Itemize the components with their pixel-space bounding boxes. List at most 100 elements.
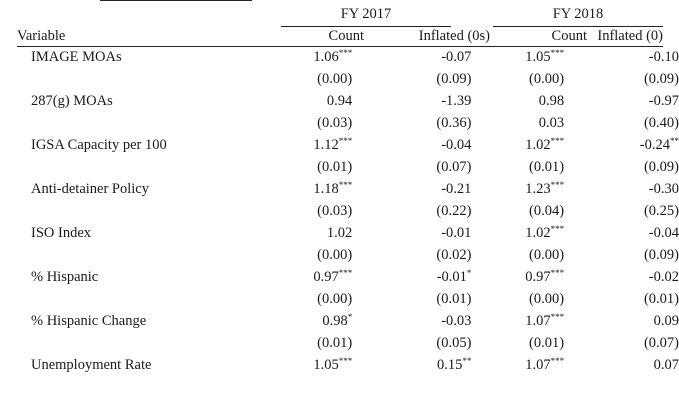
coef-value: 0.97 — [525, 269, 551, 285]
table-row: Unemployment Rate 1.05*** 0.15** 1.07*** 0.0… — [17, 354, 679, 376]
se-cell-inflated-2018: (0.09) — [643, 71, 679, 87]
significance-stars: *** — [550, 224, 565, 234]
coef-value: -0.04 — [648, 225, 679, 241]
se-cell-count-2018: (0.00) — [529, 291, 565, 307]
significance-stars: *** — [550, 136, 565, 146]
coef-cell-inflated-2018: 0.09 — [564, 310, 679, 332]
coef-cell-inflated-2018: -0.97 — [564, 90, 679, 112]
se-cell-inflated-2017: (0.02) — [436, 247, 472, 263]
row-label: Anti-detainer Policy — [31, 181, 149, 197]
coef-value: -0.30 — [648, 181, 679, 197]
coef-value: 1.02 — [525, 137, 551, 153]
row-label: % Hispanic — [31, 269, 99, 285]
coef-value: 1.07 — [525, 357, 551, 373]
coef-value: -0.10 — [648, 49, 679, 65]
coef-value: 0.09 — [653, 313, 679, 329]
table-row: IGSA Capacity per 100 1.12*** -0.04 1.02***… — [17, 134, 679, 156]
se-cell-count-2018: 0.03 — [538, 115, 565, 131]
row-label-empty — [17, 112, 271, 134]
coef-cell-inflated-2018: 0.07 — [564, 354, 679, 376]
group-header-fy2017: FY 2017 — [340, 6, 392, 22]
significance-stars: *** — [338, 268, 353, 278]
coef-cell-inflated-2018: -0.10 — [564, 46, 679, 68]
coef-cell-count-2018: 1.23*** — [471, 178, 564, 200]
table-row: IMAGE MOAs 1.06*** -0.07 1.05*** -0.10 — [17, 46, 679, 68]
coef-value: 0.94 — [326, 93, 353, 109]
table-row: % Hispanic Change 0.98* -0.03 1.07*** 0.09 — [17, 310, 679, 332]
column-header-count-2017: Count — [328, 28, 364, 44]
table-row-se: (0.03) (0.36) 0.03 (0.40) — [17, 112, 679, 134]
coef-value: 0.98 — [538, 93, 565, 109]
se-cell-count-2018: (0.01) — [529, 335, 565, 351]
se-cell-inflated-2017: (0.01) — [436, 291, 472, 307]
significance-stars: *** — [338, 48, 353, 58]
coef-cell-inflated-2017: -0.04 — [352, 134, 471, 156]
table-row-se: (0.00) (0.02) (0.00) (0.09) — [17, 244, 679, 266]
se-cell-count-2018: (0.04) — [529, 203, 565, 219]
se-cell-inflated-2018: (0.09) — [643, 159, 679, 175]
coef-value: 0.97 — [313, 269, 339, 285]
coef-cell-inflated-2017: -0.07 — [352, 46, 471, 68]
coef-value: -0.02 — [648, 269, 679, 285]
row-label: IMAGE MOAs — [31, 49, 122, 65]
coef-value: 0.07 — [653, 357, 679, 373]
se-cell-count-2017: (0.00) — [317, 291, 353, 307]
table-row-se: (0.01) (0.05) (0.01) (0.07) — [17, 332, 679, 354]
table-row-se: (0.03) (0.22) (0.04) (0.25) — [17, 200, 679, 222]
coef-cell-count-2018: 0.98 — [471, 90, 564, 112]
coef-cell-inflated-2017: -0.01 — [352, 222, 471, 244]
se-cell-count-2017: (0.00) — [317, 71, 353, 87]
coef-value: 0.15 — [437, 357, 463, 373]
table-top-rule — [100, 0, 252, 1]
coef-cell-inflated-2017: -1.39 — [352, 90, 471, 112]
se-cell-inflated-2017: (0.05) — [436, 335, 472, 351]
coef-value: -0.04 — [441, 137, 472, 153]
significance-stars: *** — [338, 180, 353, 190]
coef-cell-count-2017: 0.98* — [271, 310, 353, 332]
coef-cell-inflated-2018: -0.04 — [564, 222, 679, 244]
se-cell-inflated-2017: (0.09) — [436, 71, 472, 87]
group-rule-fy2017 — [281, 26, 451, 27]
coef-value: 1.06 — [313, 49, 339, 65]
coef-cell-inflated-2017: -0.01* — [352, 266, 472, 288]
table-row: 287(g) MOAs 0.94 -1.39 0.98 -0.97 — [17, 90, 679, 112]
se-cell-inflated-2018: (0.07) — [643, 335, 679, 351]
significance-stars: *** — [338, 356, 353, 366]
column-header-inflated-2017: Inflated (0s) — [418, 28, 490, 44]
coef-cell-count-2018: 1.07*** — [471, 310, 564, 332]
table-row-se: (0.00) (0.01) (0.00) (0.01) — [17, 288, 679, 310]
se-cell-count-2018: (0.01) — [529, 159, 565, 175]
se-cell-inflated-2017: (0.07) — [436, 159, 472, 175]
row-label: % Hispanic Change — [31, 313, 147, 329]
column-header-inflated-2018: Inflated (0) — [597, 28, 663, 44]
coef-cell-inflated-2018: -0.30 — [564, 178, 679, 200]
coef-cell-count-2017: 1.18*** — [271, 178, 353, 200]
significance-stars: *** — [550, 48, 565, 58]
coef-value: -0.07 — [441, 49, 472, 65]
se-cell-inflated-2018: (0.09) — [643, 247, 679, 263]
coef-cell-count-2018: 1.05*** — [471, 46, 564, 68]
coef-value: 1.02 — [326, 225, 353, 241]
row-label: 287(g) MOAs — [31, 93, 113, 109]
se-cell-inflated-2017: (0.22) — [436, 203, 472, 219]
se-cell-count-2017: (0.00) — [317, 247, 353, 263]
significance-stars: *** — [338, 136, 353, 146]
coef-value: 1.07 — [525, 313, 551, 329]
se-cell-inflated-2018: (0.25) — [643, 203, 679, 219]
regression-table: IMAGE MOAs 1.06*** -0.07 1.05*** -0.10 (0.00)… — [17, 46, 679, 376]
coef-cell-count-2018: 1.02*** — [471, 222, 564, 244]
coef-value: -0.03 — [441, 313, 472, 329]
coef-value: 1.23 — [525, 181, 551, 197]
coef-cell-inflated-2018: -0.02 — [564, 266, 679, 288]
se-cell-count-2017: (0.03) — [317, 115, 353, 131]
table-row-se: (0.01) (0.07) (0.01) (0.09) — [17, 156, 679, 178]
table-body: IMAGE MOAs 1.06*** -0.07 1.05*** -0.10 (0.00)… — [17, 46, 679, 376]
coef-cell-count-2017: 0.97*** — [271, 266, 353, 288]
coef-value: 1.02 — [525, 225, 551, 241]
row-label: ISO Index — [31, 225, 92, 241]
significance-stars: * — [347, 312, 353, 322]
coef-value: 0.98 — [322, 313, 348, 329]
coef-cell-inflated-2017: -0.21 — [352, 178, 471, 200]
coef-cell-inflated-2017: -0.03 — [352, 310, 471, 332]
coef-cell-count-2017: 1.02 — [271, 222, 353, 244]
